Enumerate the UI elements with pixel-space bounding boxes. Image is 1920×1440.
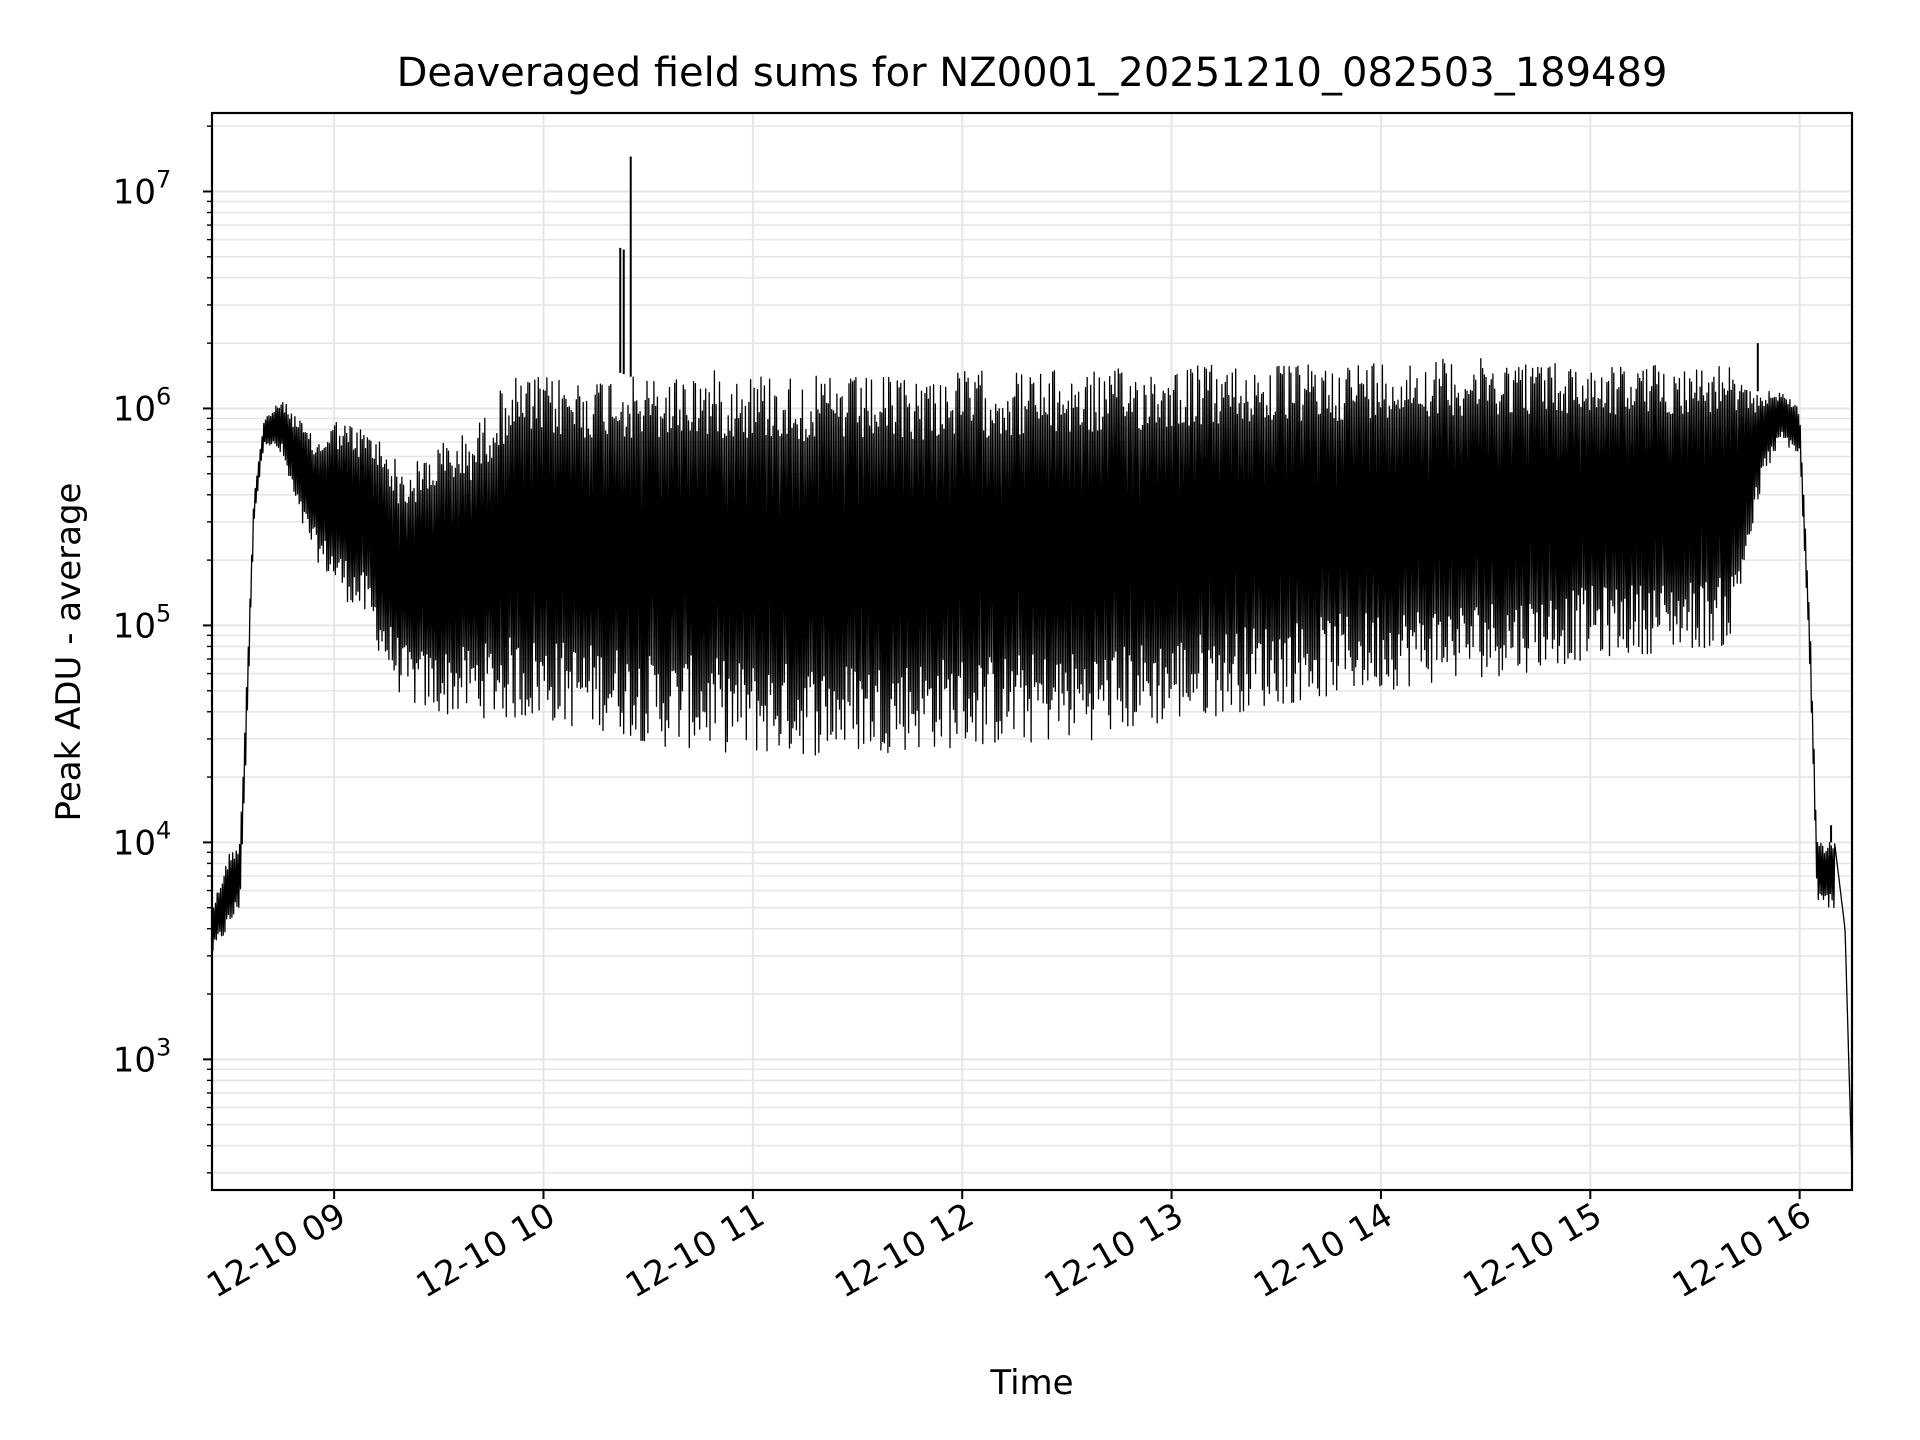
y-tick-base: 10 xyxy=(113,172,156,212)
y-tick-label: 10 xyxy=(113,823,156,863)
x-axis-label: Time xyxy=(989,1363,1073,1403)
chart-title: Deaveraged field sums for NZ0001_2025121… xyxy=(397,50,1668,96)
y-tick-exponent: 5 xyxy=(156,599,171,627)
y-tick-base: 10 xyxy=(113,823,156,863)
y-tick-exponent: 6 xyxy=(156,382,171,410)
y-tick-exponent: 4 xyxy=(156,816,171,844)
tick-marks xyxy=(203,125,1801,1199)
axes xyxy=(210,111,1854,1192)
y-tick-label: 10 xyxy=(113,172,156,212)
y-tick-label: 10 xyxy=(113,606,156,646)
y-tick-exponent: 3 xyxy=(156,1033,171,1061)
y-tick-exponent: 7 xyxy=(156,165,171,193)
y-tick-label: 10 xyxy=(113,389,156,429)
y-axis-label: Peak ADU - average xyxy=(49,483,89,822)
y-tick-base: 10 xyxy=(113,1040,156,1080)
y-tick-base: 10 xyxy=(113,606,156,646)
data-series xyxy=(211,156,1853,1173)
series-line xyxy=(211,358,1853,1173)
y-tick-base: 10 xyxy=(113,389,156,429)
y-tick-label: 10 xyxy=(113,1040,156,1080)
plot-frame xyxy=(210,111,1854,1192)
